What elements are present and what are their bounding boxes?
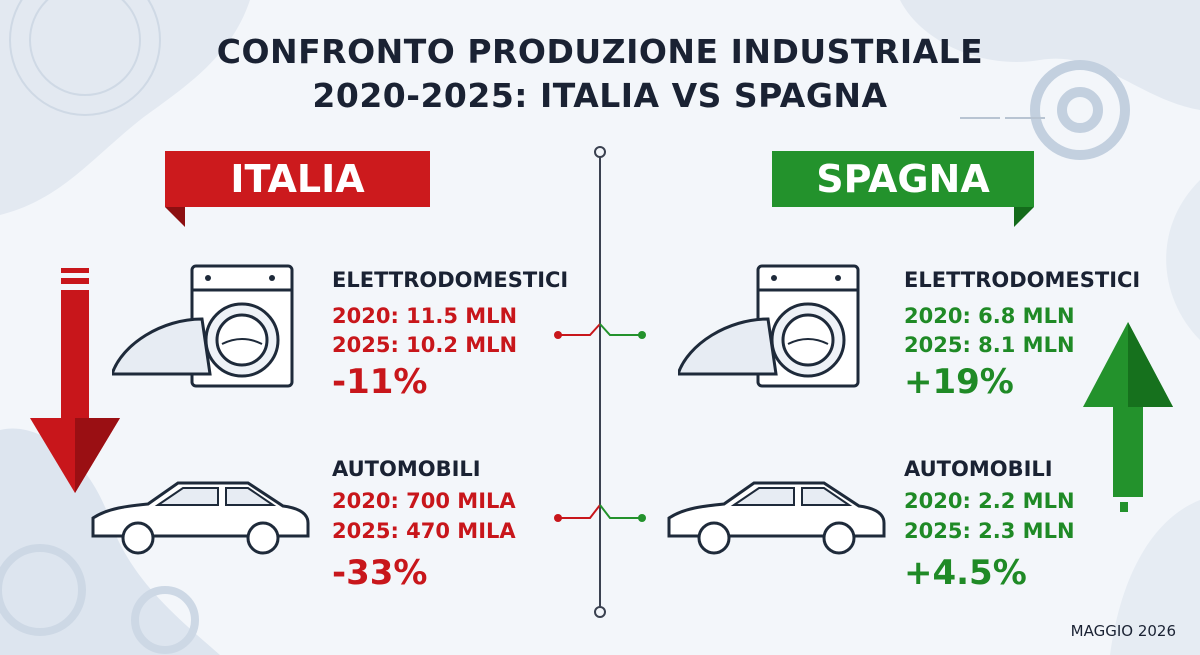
spagna-elettrodomestici-label: ELETTRODOMESTICI (904, 268, 1141, 292)
arrow-up-icon (1083, 322, 1173, 512)
spagna-elettrodomestici-change: +19% (904, 362, 1014, 402)
spagna-automobili-2020: 2020: 2.2 MLN (904, 489, 1075, 513)
gear-icon (1030, 60, 1130, 160)
italia-automobili-2025: 2025: 470 MILA (332, 519, 516, 543)
gear-icon (0, 544, 199, 654)
italia-banner: ITALIA (165, 151, 430, 207)
italia-banner-fold (165, 207, 185, 227)
appliance-icon (678, 264, 860, 388)
title-line-2: 2020-2025: ITALIA VS SPAGNA (312, 76, 888, 115)
italia-elettrodomestici-2025: 2025: 10.2 MLN (332, 333, 518, 357)
italia-elettrodomestici-change: -11% (332, 362, 428, 402)
arrow-down-icon (30, 268, 120, 493)
italia-automobili-label: AUTOMOBILI (332, 457, 481, 481)
spagna-banner-fold (1014, 207, 1034, 227)
title-line-1: CONFRONTO PRODUZIONE INDUSTRIALE (216, 32, 984, 71)
spagna-automobili-change: +4.5% (904, 553, 1027, 593)
spagna-elettrodomestici-2025: 2025: 8.1 MLN (904, 333, 1075, 357)
footer-date: MAGGIO 2026 (1070, 622, 1176, 640)
spagna-automobili-label: AUTOMOBILI (904, 457, 1053, 481)
car-icon (667, 481, 886, 555)
appliance-icon (112, 264, 294, 388)
page-title: CONFRONTO PRODUZIONE INDUSTRIALE 2020-20… (0, 30, 1200, 118)
italia-elettrodomestici-label: ELETTRODOMESTICI (332, 268, 569, 292)
spagna-elettrodomestici-2020: 2020: 6.8 MLN (904, 304, 1075, 328)
italia-automobili-change: -33% (332, 553, 428, 593)
spagna-automobili-2025: 2025: 2.3 MLN (904, 519, 1075, 543)
car-icon (91, 481, 310, 555)
spagna-banner: SPAGNA (772, 151, 1034, 207)
italia-elettrodomestici-2020: 2020: 11.5 MLN (332, 304, 518, 328)
italia-automobili-2020: 2020: 700 MILA (332, 489, 516, 513)
